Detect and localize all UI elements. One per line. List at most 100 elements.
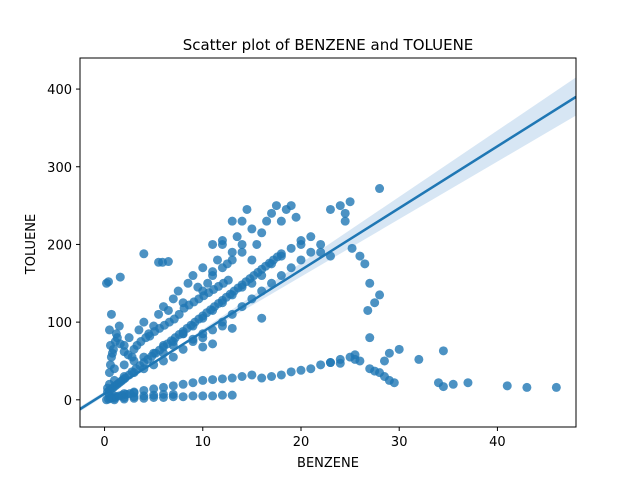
data-point bbox=[335, 358, 345, 368]
data-point bbox=[463, 378, 473, 388]
data-point bbox=[257, 228, 267, 238]
data-point bbox=[103, 277, 113, 287]
data-point bbox=[267, 208, 277, 218]
data-point bbox=[104, 368, 114, 378]
data-point bbox=[208, 239, 218, 249]
data-point bbox=[296, 255, 306, 265]
data-point bbox=[208, 391, 218, 401]
data-point bbox=[168, 389, 178, 399]
data-point bbox=[178, 392, 188, 402]
data-point bbox=[139, 317, 149, 327]
data-point bbox=[104, 325, 114, 335]
data-point bbox=[188, 391, 198, 401]
data-point bbox=[306, 247, 316, 257]
y-tick-label: 200 bbox=[47, 238, 72, 253]
x-tick-label: 10 bbox=[194, 435, 211, 450]
data-point bbox=[217, 321, 227, 331]
data-point bbox=[316, 247, 326, 257]
data-point bbox=[522, 382, 532, 392]
data-point bbox=[106, 352, 116, 362]
data-point bbox=[262, 216, 272, 226]
data-point bbox=[375, 290, 385, 300]
data-point bbox=[247, 255, 257, 265]
data-point bbox=[394, 344, 404, 354]
data-point bbox=[276, 249, 286, 259]
data-point bbox=[370, 298, 380, 308]
data-point bbox=[306, 232, 316, 242]
data-point bbox=[276, 271, 286, 281]
y-tick-label: 300 bbox=[47, 161, 72, 176]
data-point bbox=[227, 373, 237, 383]
data-point bbox=[291, 212, 301, 222]
data-point bbox=[139, 391, 149, 401]
data-point bbox=[247, 224, 257, 234]
data-point bbox=[198, 333, 208, 343]
data-point bbox=[168, 381, 178, 391]
data-point bbox=[168, 352, 178, 362]
data-point bbox=[183, 278, 193, 288]
data-point bbox=[267, 278, 277, 288]
x-tick-label: 0 bbox=[100, 435, 108, 450]
y-tick-label: 0 bbox=[64, 394, 72, 409]
data-point bbox=[168, 294, 178, 304]
data-point bbox=[325, 358, 335, 368]
data-point bbox=[340, 216, 350, 226]
data-point bbox=[134, 325, 144, 335]
data-point bbox=[247, 370, 257, 380]
x-axis-label: BENZENE bbox=[297, 456, 359, 471]
y-tick-label: 100 bbox=[47, 316, 72, 331]
data-point bbox=[149, 390, 159, 400]
data-point bbox=[237, 239, 247, 249]
data-point bbox=[124, 333, 134, 343]
data-point bbox=[296, 236, 306, 246]
data-point bbox=[316, 360, 326, 370]
data-point bbox=[370, 366, 380, 376]
data-point bbox=[227, 216, 237, 226]
data-point bbox=[108, 344, 118, 354]
data-point bbox=[502, 381, 512, 391]
data-point bbox=[257, 313, 267, 323]
data-point bbox=[127, 352, 137, 362]
x-tick-label: 30 bbox=[391, 435, 408, 450]
data-point bbox=[347, 243, 357, 253]
data-point bbox=[350, 354, 360, 364]
data-point bbox=[105, 360, 115, 370]
data-point bbox=[217, 236, 227, 246]
data-point bbox=[296, 365, 306, 375]
data-point bbox=[335, 201, 345, 211]
data-point bbox=[198, 263, 208, 273]
data-point bbox=[198, 342, 208, 352]
data-point bbox=[139, 249, 149, 259]
data-point bbox=[551, 382, 561, 392]
data-point bbox=[115, 272, 125, 282]
data-point bbox=[203, 278, 213, 288]
data-point bbox=[316, 239, 326, 249]
data-point bbox=[257, 373, 267, 383]
data-point bbox=[106, 309, 116, 319]
data-point bbox=[267, 372, 277, 382]
data-point bbox=[163, 305, 173, 315]
data-point bbox=[242, 204, 252, 214]
data-point bbox=[355, 251, 365, 261]
data-point bbox=[438, 382, 448, 392]
data-point bbox=[325, 204, 335, 214]
data-point bbox=[237, 216, 247, 226]
data-point bbox=[414, 354, 424, 364]
data-point bbox=[178, 379, 188, 389]
data-point bbox=[365, 278, 375, 288]
data-point bbox=[306, 364, 316, 374]
data-point bbox=[208, 375, 218, 385]
data-point bbox=[252, 239, 262, 249]
data-point bbox=[114, 321, 124, 331]
data-point bbox=[198, 375, 208, 385]
data-point bbox=[174, 309, 184, 319]
data-point bbox=[276, 370, 286, 380]
data-point bbox=[360, 259, 370, 269]
data-point bbox=[188, 378, 198, 388]
data-point bbox=[119, 360, 129, 370]
data-point bbox=[363, 305, 373, 315]
data-point bbox=[276, 216, 286, 226]
data-point bbox=[154, 309, 164, 319]
